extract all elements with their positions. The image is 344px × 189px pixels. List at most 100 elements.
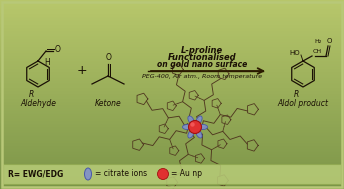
Text: +: +	[77, 64, 87, 77]
Bar	[0, 186, 344, 189]
Bar	[0, 161, 344, 164]
Bar	[0, 160, 344, 162]
Bar	[0, 144, 344, 146]
Ellipse shape	[188, 130, 194, 138]
FancyArrowPatch shape	[151, 68, 263, 74]
Bar	[0, 24, 344, 27]
Text: O: O	[55, 46, 61, 54]
Bar	[0, 38, 344, 41]
Bar	[0, 54, 344, 57]
Bar	[0, 101, 344, 104]
Bar	[0, 163, 344, 165]
Text: H: H	[44, 58, 50, 67]
Bar	[0, 64, 344, 66]
Text: = Au np: = Au np	[171, 170, 202, 178]
Bar	[0, 35, 344, 38]
Bar	[0, 34, 344, 36]
Bar	[0, 7, 344, 9]
Bar	[0, 18, 344, 20]
Text: CH: CH	[313, 49, 322, 54]
Bar	[0, 9, 344, 11]
Bar	[0, 164, 344, 167]
Bar	[0, 115, 344, 118]
Bar	[0, 32, 344, 35]
Ellipse shape	[196, 116, 202, 124]
Bar	[0, 171, 344, 173]
Bar	[0, 0, 344, 2]
Bar	[0, 172, 344, 175]
Bar	[0, 142, 344, 145]
Text: O: O	[106, 53, 112, 62]
Bar	[0, 46, 344, 49]
Bar	[0, 21, 344, 24]
Bar	[0, 13, 344, 16]
Bar	[0, 153, 344, 156]
Bar	[0, 43, 344, 46]
Bar	[0, 139, 344, 142]
Bar	[0, 106, 344, 109]
Bar	[0, 67, 344, 69]
Bar	[0, 89, 344, 91]
Bar	[0, 114, 344, 117]
Bar	[0, 51, 344, 53]
Bar	[0, 146, 344, 148]
Bar	[0, 84, 344, 87]
Bar	[0, 2, 344, 5]
Bar	[0, 109, 344, 112]
Bar	[0, 150, 344, 153]
Bar	[0, 48, 344, 50]
Bar	[0, 42, 344, 44]
Bar	[0, 79, 344, 82]
Bar	[0, 105, 344, 107]
Ellipse shape	[85, 168, 92, 180]
Bar	[0, 167, 344, 170]
Ellipse shape	[196, 130, 202, 138]
Bar	[0, 98, 344, 101]
Bar	[0, 65, 344, 68]
Bar	[0, 97, 344, 99]
Bar	[0, 119, 344, 121]
Bar	[0, 10, 344, 13]
Bar	[0, 15, 344, 17]
Bar	[0, 179, 344, 181]
Circle shape	[158, 169, 169, 180]
Text: R: R	[28, 90, 34, 99]
Bar	[0, 174, 344, 176]
Bar	[0, 128, 344, 131]
Bar	[0, 16, 344, 19]
Bar	[0, 73, 344, 76]
Bar	[0, 60, 344, 63]
Bar	[0, 149, 344, 151]
Circle shape	[189, 121, 202, 133]
Text: L-proline: L-proline	[181, 46, 223, 55]
Bar	[0, 75, 344, 77]
Bar	[0, 59, 344, 61]
Bar	[0, 127, 344, 129]
Bar	[0, 141, 344, 143]
Bar	[0, 94, 344, 96]
Bar	[0, 86, 344, 88]
Bar	[0, 166, 344, 169]
Bar	[0, 133, 344, 136]
Bar	[0, 92, 344, 94]
Circle shape	[190, 122, 195, 127]
Ellipse shape	[188, 116, 194, 124]
Text: HO: HO	[289, 50, 300, 56]
Bar	[0, 185, 344, 187]
Bar	[0, 111, 344, 113]
Bar	[0, 122, 344, 124]
Text: R= EWG/EDG: R= EWG/EDG	[8, 170, 63, 178]
Bar	[0, 175, 344, 178]
Bar	[0, 147, 344, 150]
Bar	[0, 19, 344, 22]
Bar	[0, 152, 344, 154]
Bar	[0, 180, 344, 183]
Text: Functionalised: Functionalised	[168, 53, 236, 62]
Text: Aldehyde: Aldehyde	[20, 99, 56, 108]
Bar	[0, 183, 344, 186]
Bar	[0, 12, 344, 14]
Bar	[0, 134, 344, 137]
Bar	[0, 155, 344, 157]
Bar	[0, 95, 344, 98]
Text: Ketone: Ketone	[95, 99, 121, 108]
